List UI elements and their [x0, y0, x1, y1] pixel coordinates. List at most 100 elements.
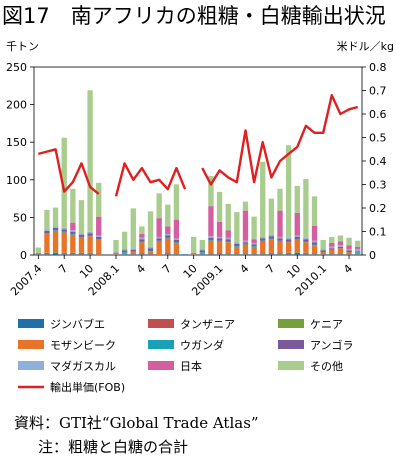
bar-segment-日本: [311, 225, 318, 241]
legend-swatch-タンザニア: [148, 319, 174, 328]
bar-segment-モザンビーク: [87, 236, 93, 253]
bar-segment-ジンバブエ: [199, 254, 205, 255]
bar-segment-マダガスカル: [329, 246, 335, 249]
bar-segment-ウガンダ: [139, 241, 145, 243]
bar-segment-ウガンダ: [61, 231, 67, 233]
bar-segment-日本: [337, 241, 344, 246]
plot-area: 0 50 100 150 200 250 0 0.1 0.2 0.3 0.4 0.5 0.6 0.7 0.8…: [6, 61, 387, 298]
bar-segment-ジンバブエ: [70, 254, 76, 255]
bar-segment-モザンビーク: [61, 232, 67, 253]
legend-label-アンゴラ: アンゴラ: [310, 338, 354, 352]
bar-segment-アンゴラ: [260, 238, 266, 241]
bar-segment-ジンバブエ: [35, 254, 41, 255]
legend-label-ケニア: ケニア: [310, 318, 343, 331]
bar-segment-マダガスカル: [70, 230, 76, 232]
bar-segment-その他: [191, 236, 197, 253]
bar-segment-マダガスカル: [260, 236, 266, 239]
bar-segment-ジンバブエ: [294, 253, 300, 255]
bar-segment-ケニア: [78, 252, 85, 254]
bar-segment-マダガスカル: [251, 242, 257, 245]
x-axis-tick-label: 4: [341, 262, 355, 276]
bar-segment-ジンバブエ: [147, 254, 154, 255]
bar-segment-マダガスカル: [216, 236, 223, 239]
bar-segment-タンザニア: [70, 253, 76, 255]
bar-segment-タンザニア: [165, 253, 171, 255]
bar-segment-タンザニア: [44, 253, 50, 255]
left-axis-tick-label: 100: [6, 174, 27, 187]
bar-segment-アンゴラ: [346, 250, 352, 252]
bar-segment-ジンバブエ: [61, 254, 67, 255]
bar-segment-その他: [78, 200, 85, 234]
bar-segment-マダガスカル: [355, 248, 361, 252]
bar-segment-マダガスカル: [199, 248, 205, 251]
bar-segment-ジンバブエ: [329, 254, 335, 255]
bar-segment-モザンビーク: [156, 241, 162, 255]
bar-segment-ジンバブエ: [44, 254, 50, 255]
bar-segment-モザンビーク: [35, 252, 41, 255]
bar-segment-アンゴラ: [311, 242, 318, 245]
bar-segment-その他: [285, 145, 292, 238]
bar-segment-日本: [165, 226, 171, 234]
bar-segment-ジンバブエ: [251, 254, 257, 255]
legend-label-ジンバブエ: ジンバブエ: [50, 317, 105, 331]
bar-segment-その他: [139, 226, 145, 234]
left-axis-tick-label: 250: [6, 61, 27, 74]
bar-segment-ケニア: [225, 253, 231, 255]
bar-segment-アンゴラ: [208, 237, 214, 240]
bar-segment-マダガスカル: [165, 233, 171, 236]
bar-segment-アンゴラ: [234, 243, 240, 246]
bar-segment-日本: [242, 210, 249, 241]
bar-segment-モザンビーク: [147, 251, 154, 255]
bar-segment-ウガンダ: [147, 250, 154, 252]
bar-segment-アンゴラ: [225, 239, 231, 242]
bar-segment-アンゴラ: [277, 238, 283, 241]
bar-segment-アンゴラ: [130, 249, 136, 252]
bar-segment-ウガンダ: [303, 241, 309, 243]
bar-segment-マダガスカル: [225, 237, 231, 240]
bar-segment-日本: [96, 216, 102, 236]
bar-segment-ウガンダ: [70, 233, 76, 235]
bar-segment-その他: [113, 239, 119, 252]
left-axis-tick-label: 150: [6, 136, 27, 149]
bar-segment-日本: [329, 242, 335, 247]
right-axis-tick-label: 0: [369, 249, 376, 262]
bar-segment-ジンバブエ: [130, 254, 136, 255]
bar-segment-ジンバブエ: [277, 254, 283, 255]
bar-segment-ジンバブエ: [285, 254, 292, 255]
bar-segment-ウガンダ: [216, 240, 223, 242]
bar-segment-その他: [337, 235, 344, 242]
bar-segment-モザンビーク: [208, 240, 214, 255]
legend-label-日本: 日本: [180, 359, 202, 373]
bar-segment-ジンバブエ: [165, 254, 171, 255]
bar-segment-ジンバブエ: [234, 254, 240, 255]
bar-segment-モザンビーク: [277, 241, 283, 254]
bar-segment-ジンバブエ: [320, 254, 326, 255]
bar-segment-アンゴラ: [44, 230, 50, 234]
right-axis-tick-label: 0.8: [369, 61, 387, 74]
bar-segment-ウガンダ: [277, 240, 283, 242]
bar-segment-モザンビーク: [311, 245, 318, 255]
bar-segment-日本: [277, 210, 283, 237]
bar-segment-マダガスカル: [242, 240, 249, 243]
footnote: 注：粗糖と白糖の合計: [38, 438, 188, 456]
bar-segment-マダガスカル: [44, 229, 50, 231]
bar-segment-その他: [44, 209, 50, 230]
right-axis-tick-label: 0.4: [369, 155, 387, 168]
left-axis-tick-label: 200: [6, 99, 27, 112]
bar-segment-ケニア: [44, 252, 50, 254]
price-line: [37, 94, 359, 197]
bar-segment-アンゴラ: [78, 234, 85, 237]
bar-segment-モザンビーク: [355, 252, 361, 255]
bar-segment-マダガスカル: [346, 248, 352, 251]
bar-segment-アンゴラ: [216, 238, 223, 241]
bar-segment-ケニア: [285, 252, 292, 254]
bar-segment-マダガスカル: [113, 251, 119, 254]
bar-segment-モザンビーク: [199, 252, 205, 255]
bar-segment-アンゴラ: [165, 235, 171, 238]
bar-segment-日本: [139, 233, 145, 238]
bar-segment-その他: [242, 201, 249, 211]
bar-segment-アンゴラ: [251, 244, 257, 246]
right-axis-tick-label: 0.7: [369, 85, 387, 98]
bar-segment-モザンビーク: [113, 254, 119, 255]
right-axis-tick-label: 0.2: [369, 202, 387, 215]
